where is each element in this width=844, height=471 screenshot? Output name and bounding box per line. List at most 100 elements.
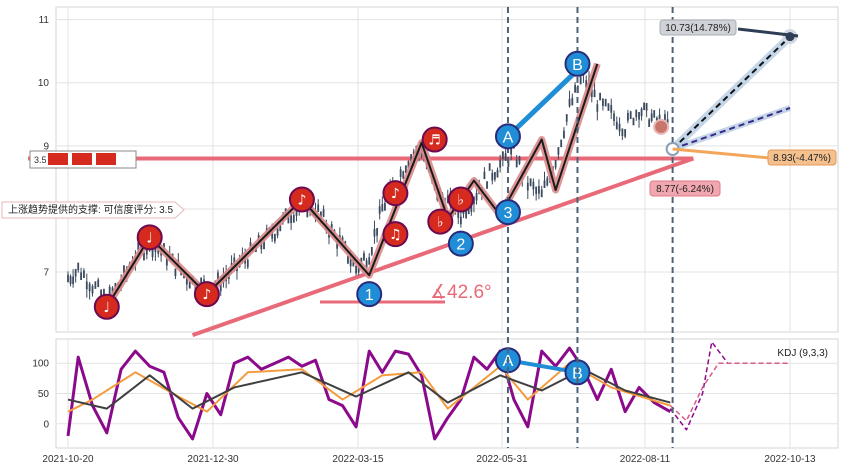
wave-note-marker xyxy=(288,186,315,213)
target-dashed-line xyxy=(672,107,791,150)
target-mid-arrow xyxy=(672,147,771,160)
x-tick-label: 2022-05-31 xyxy=(476,454,528,465)
candle-body xyxy=(475,192,478,201)
wave-note-marker xyxy=(136,224,163,251)
wave-note-marker xyxy=(93,293,120,320)
candle-body xyxy=(174,268,177,277)
music-note-icon: ♪ xyxy=(202,287,211,303)
candle-body xyxy=(635,109,638,118)
music-note-icon: ♪ xyxy=(297,192,306,208)
wave-note-marker xyxy=(421,126,448,153)
candle-body xyxy=(467,206,470,215)
candle-body xyxy=(233,257,236,265)
candle-body xyxy=(363,253,365,261)
candle-body xyxy=(535,186,538,195)
music-note-icon: ♩ xyxy=(103,300,110,316)
candle-body xyxy=(276,228,279,236)
candle-body xyxy=(499,159,502,168)
target-up-label: 10.73(14.78%) xyxy=(665,23,731,34)
candle-body xyxy=(384,203,386,211)
target-low-label: 8.77(-6.24%) xyxy=(656,184,714,195)
y-tick-label: 9 xyxy=(43,141,49,152)
candle-body xyxy=(557,147,560,155)
candle-body xyxy=(590,89,593,97)
candle-body xyxy=(292,215,295,223)
score-badge-icon xyxy=(48,153,68,165)
candle-body xyxy=(457,210,460,218)
candle-body xyxy=(151,249,154,258)
kdj-line-k-forecast xyxy=(669,362,790,422)
candle-body xyxy=(624,129,627,137)
kdj-legend: KDJ (9,3,3) xyxy=(777,348,828,359)
candle-body xyxy=(615,121,618,130)
candle-body xyxy=(85,281,88,290)
candle-body xyxy=(349,258,352,267)
candle-body xyxy=(510,146,513,155)
candle-body xyxy=(72,276,75,285)
candle-body xyxy=(352,258,355,267)
kdj-y-tick-label: 100 xyxy=(32,359,49,370)
target-low-label-box xyxy=(649,180,721,197)
angle-label: ∡42.6° xyxy=(430,282,492,303)
wave-label-marker xyxy=(447,230,474,257)
music-note-icon: ♭ xyxy=(437,215,444,231)
candle-body xyxy=(638,112,640,120)
candle-body xyxy=(648,119,651,127)
candle-body xyxy=(378,206,381,214)
candle-body xyxy=(347,255,349,264)
candle-body xyxy=(407,160,410,169)
candle-body xyxy=(336,241,339,249)
wave-note-marker xyxy=(193,281,220,308)
candle-body xyxy=(290,215,293,224)
music-note-icon: ♬ xyxy=(428,133,441,149)
candle-body xyxy=(658,114,661,123)
candle-body xyxy=(123,265,125,274)
candle-body xyxy=(518,156,521,164)
candle-body xyxy=(368,257,371,265)
candle-body xyxy=(604,98,607,107)
x-tick-label: 2021-12-30 xyxy=(187,454,239,465)
candle-body xyxy=(319,211,322,219)
music-note-icon: ♩ xyxy=(146,230,153,246)
candle-body xyxy=(538,186,540,194)
kdj-line-k xyxy=(67,362,671,413)
x-tick-label: 2022-08-11 xyxy=(620,454,671,465)
candle-body xyxy=(188,280,191,289)
candle-body xyxy=(540,189,543,198)
wave-note-marker xyxy=(382,180,409,207)
wave-label: B xyxy=(572,57,583,74)
candle-body xyxy=(80,272,82,281)
wave-label: 3 xyxy=(504,205,513,222)
music-note-icon: ♭ xyxy=(458,192,465,208)
candle-body xyxy=(526,182,529,191)
wave-note-marker xyxy=(382,221,409,248)
candle-body xyxy=(165,257,168,266)
candle-body xyxy=(88,283,91,292)
candle-body xyxy=(94,281,97,289)
target-mid-label: 8.93(-4.47%) xyxy=(773,153,831,164)
candle-body xyxy=(529,178,532,186)
kdj-layer: ABKDJ (9,3,3) xyxy=(66,341,828,441)
candle-body xyxy=(381,204,384,212)
candle-body xyxy=(137,242,140,251)
candle-body xyxy=(108,286,111,295)
candle-body xyxy=(69,276,72,284)
candle-body xyxy=(373,228,376,237)
candle-body xyxy=(543,180,546,188)
candle-body xyxy=(601,98,604,106)
wave-label-marker xyxy=(356,281,383,308)
target-up-arrow xyxy=(737,27,799,38)
wave-line xyxy=(105,63,599,308)
candle-body xyxy=(610,105,613,113)
candle-body xyxy=(563,130,565,139)
candle-body xyxy=(260,241,263,250)
candle-body xyxy=(627,113,629,121)
music-note-icon: ♫ xyxy=(389,227,402,243)
candle-body xyxy=(596,104,599,112)
x-tick-label: 2022-03-15 xyxy=(332,454,384,465)
candle-body xyxy=(491,172,494,181)
candle-body xyxy=(501,151,504,159)
candle-body xyxy=(287,215,290,224)
candle-body xyxy=(621,128,624,137)
